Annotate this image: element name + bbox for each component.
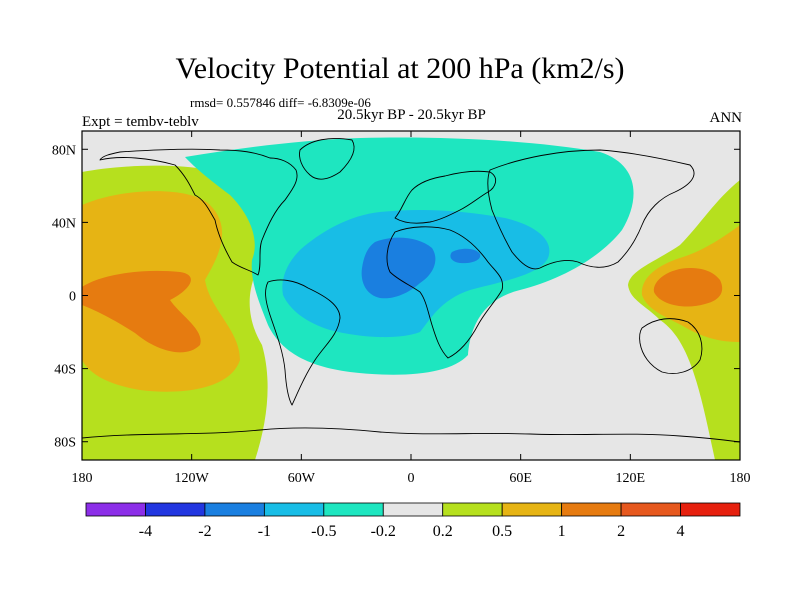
colorbar-label: -0.5 <box>311 523 336 540</box>
lat-tick-label: 40S <box>54 363 76 378</box>
coastline-antarctica <box>82 427 740 443</box>
negative-region-core <box>361 237 436 299</box>
longitude-axis: 180 120W 60W 0 60E 120E 180 <box>72 131 751 486</box>
period-subtitle: 20.5kyr BP - 20.5kyr BP <box>337 107 486 123</box>
colorbar-labels: -4 -2 -1 -0.5 -0.2 0.2 0.5 1 2 4 <box>139 523 685 540</box>
coastline-north-america <box>99 148 298 276</box>
chart-title: Velocity Potential at 200 hPa (km2/s) <box>175 52 625 85</box>
lat-tick-label: 80N <box>52 143 76 158</box>
coastline-asia <box>487 149 695 270</box>
colorbar-swatch <box>204 502 265 517</box>
colorbar-label: 4 <box>677 523 685 540</box>
lon-tick-label: 120E <box>616 471 646 486</box>
colorbar-label: 1 <box>558 523 566 540</box>
coastlines <box>82 138 740 443</box>
lon-tick-label: 120W <box>175 471 210 486</box>
stats-text: rmsd= 0.557846 diff= -6.8309e-06 <box>190 95 371 110</box>
lon-tick-label: 0 <box>408 471 415 486</box>
colorbar-label: 0.2 <box>433 523 453 540</box>
colorbar-swatch <box>620 502 681 517</box>
coastline-africa <box>386 226 504 359</box>
colorbar-swatch <box>561 502 622 517</box>
colorbar-label: -2 <box>198 523 211 540</box>
lat-tick-label: 40N <box>52 216 76 231</box>
lon-tick-label: 180 <box>730 471 751 486</box>
colorbar-swatch <box>680 502 741 517</box>
lon-tick-label: 60E <box>509 471 532 486</box>
colorbar-label: -4 <box>139 523 152 540</box>
colorbar-swatch <box>382 502 444 517</box>
colorbar-swatch <box>501 502 563 517</box>
colorbar-label: -1 <box>258 523 271 540</box>
lat-tick-label: 0 <box>69 290 76 305</box>
colorbar-swatch <box>145 502 206 517</box>
colorbar-swatch <box>85 502 146 517</box>
latitude-axis: 80N 40N 0 40S 80S <box>52 143 740 451</box>
positive-region-pacific-core <box>82 270 201 353</box>
lat-tick-label: 80S <box>54 436 76 451</box>
colorbar-swatch <box>263 502 325 517</box>
colorbar-label: -0.2 <box>371 523 396 540</box>
coastline-australia <box>639 318 703 374</box>
positive-region-east-core <box>653 268 723 307</box>
colorbar-swatch <box>442 502 503 517</box>
colorbar-label: 2 <box>617 523 625 540</box>
colorbar-label: 0.5 <box>492 523 512 540</box>
experiment-label: Expt = tembv-teblv <box>82 114 199 130</box>
coastline-greenland <box>299 138 355 180</box>
lon-tick-label: 60W <box>288 471 316 486</box>
coastline-europe <box>394 170 497 224</box>
negative-region-core-small <box>450 248 481 264</box>
contour-field <box>82 131 740 460</box>
colorbar-swatch <box>323 502 384 517</box>
colorbar <box>85 502 741 517</box>
lon-tick-label: 180 <box>72 471 93 486</box>
season-label: ANN <box>709 110 743 126</box>
coastline-south-america <box>265 279 341 406</box>
